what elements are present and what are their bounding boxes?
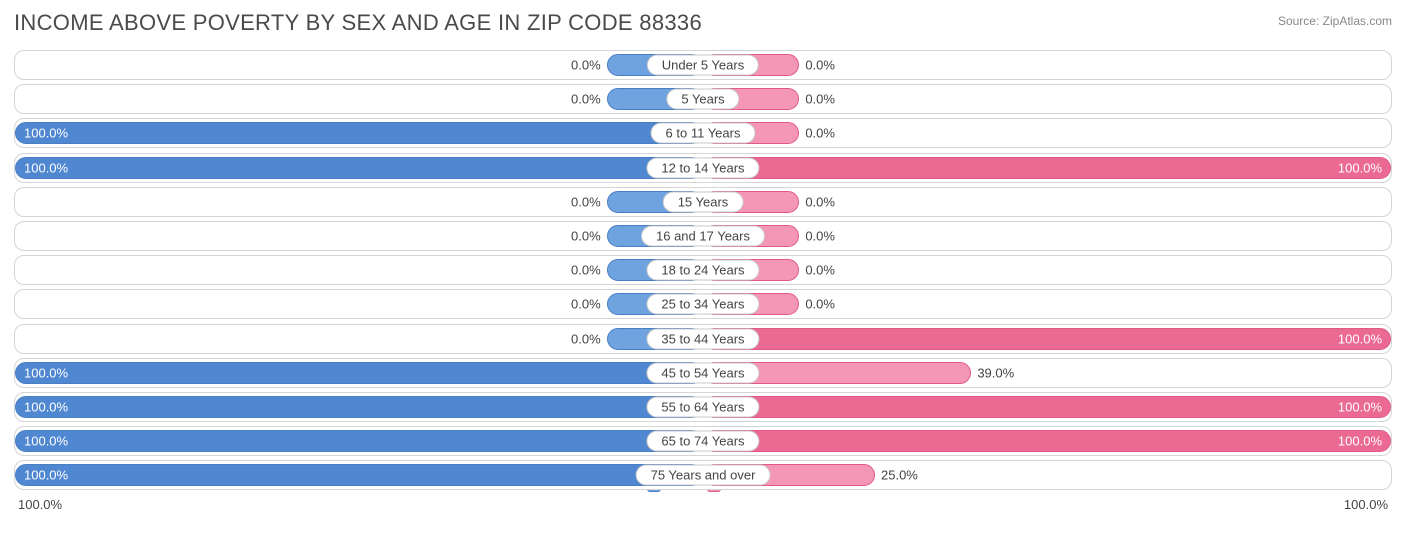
male-value: 100.0% bbox=[24, 365, 68, 380]
chart-title: INCOME ABOVE POVERTY BY SEX AND AGE IN Z… bbox=[14, 10, 702, 36]
male-value: 100.0% bbox=[24, 434, 68, 449]
female-value: 39.0% bbox=[977, 365, 1014, 380]
female-value: 0.0% bbox=[805, 126, 835, 141]
chart-row: 0.0% 0.0% 15 Years bbox=[14, 187, 1392, 217]
chart-row: 100.0% 39.0% 45 to 54 Years bbox=[14, 358, 1392, 388]
category-label: Under 5 Years bbox=[647, 55, 759, 76]
category-label: 55 to 64 Years bbox=[646, 396, 759, 417]
category-label: 5 Years bbox=[666, 89, 739, 110]
female-bar: 100.0% bbox=[703, 328, 1391, 350]
male-value: 0.0% bbox=[571, 194, 601, 209]
male-bar: 100.0% bbox=[15, 464, 703, 486]
chart-row: 0.0% 100.0% 35 to 44 Years bbox=[14, 324, 1392, 354]
female-value: 0.0% bbox=[805, 297, 835, 312]
female-bar: 100.0% bbox=[703, 430, 1391, 452]
female-value: 100.0% bbox=[1338, 399, 1382, 414]
chart-row: 0.0% 0.0% Under 5 Years bbox=[14, 50, 1392, 80]
male-value: 0.0% bbox=[571, 92, 601, 107]
male-value: 100.0% bbox=[24, 160, 68, 175]
chart-row: 0.0% 0.0% 5 Years bbox=[14, 84, 1392, 114]
male-value: 100.0% bbox=[24, 399, 68, 414]
female-bar: 100.0% bbox=[703, 157, 1391, 179]
female-value: 100.0% bbox=[1338, 160, 1382, 175]
male-value: 100.0% bbox=[24, 468, 68, 483]
female-value: 0.0% bbox=[805, 58, 835, 73]
female-value: 0.0% bbox=[805, 194, 835, 209]
chart-row: 100.0% 0.0% 6 to 11 Years bbox=[14, 118, 1392, 148]
male-value: 0.0% bbox=[571, 58, 601, 73]
male-value: 100.0% bbox=[24, 126, 68, 141]
axis-right-label: 100.0% bbox=[1344, 497, 1388, 512]
male-bar: 100.0% bbox=[15, 362, 703, 384]
female-value: 100.0% bbox=[1338, 331, 1382, 346]
category-label: 6 to 11 Years bbox=[651, 123, 756, 144]
female-value: 25.0% bbox=[881, 468, 918, 483]
x-axis: 100.0% 100.0% bbox=[14, 497, 1392, 512]
female-value: 100.0% bbox=[1338, 434, 1382, 449]
female-value: 0.0% bbox=[805, 263, 835, 278]
male-value: 0.0% bbox=[571, 263, 601, 278]
chart-row: 100.0% 25.0% 75 Years and over bbox=[14, 460, 1392, 490]
category-label: 75 Years and over bbox=[636, 465, 771, 486]
category-label: 65 to 74 Years bbox=[646, 431, 759, 452]
male-value: 0.0% bbox=[571, 297, 601, 312]
male-value: 0.0% bbox=[571, 228, 601, 243]
axis-left-label: 100.0% bbox=[18, 497, 62, 512]
chart-row: 0.0% 0.0% 16 and 17 Years bbox=[14, 221, 1392, 251]
category-label: 35 to 44 Years bbox=[646, 328, 759, 349]
chart-row: 100.0% 100.0% 55 to 64 Years bbox=[14, 392, 1392, 422]
male-value: 0.0% bbox=[571, 331, 601, 346]
chart-source: Source: ZipAtlas.com bbox=[1278, 10, 1392, 28]
male-bar: 100.0% bbox=[15, 157, 703, 179]
male-bar: 100.0% bbox=[15, 122, 703, 144]
chart-row: 100.0% 100.0% 65 to 74 Years bbox=[14, 426, 1392, 456]
male-bar: 100.0% bbox=[15, 430, 703, 452]
chart-row: 0.0% 0.0% 18 to 24 Years bbox=[14, 255, 1392, 285]
category-label: 45 to 54 Years bbox=[646, 362, 759, 383]
category-label: 18 to 24 Years bbox=[646, 260, 759, 281]
diverging-bar-chart: 0.0% 0.0% Under 5 Years 0.0% 0.0% 5 Years 100.… bbox=[14, 50, 1392, 490]
chart-row: 0.0% 0.0% 25 to 34 Years bbox=[14, 289, 1392, 319]
female-value: 0.0% bbox=[805, 92, 835, 107]
female-bar: 100.0% bbox=[703, 396, 1391, 418]
male-bar: 100.0% bbox=[15, 396, 703, 418]
category-label: 16 and 17 Years bbox=[641, 225, 765, 246]
category-label: 12 to 14 Years bbox=[646, 157, 759, 178]
female-value: 0.0% bbox=[805, 228, 835, 243]
chart-row: 100.0% 100.0% 12 to 14 Years bbox=[14, 153, 1392, 183]
category-label: 25 to 34 Years bbox=[646, 294, 759, 315]
category-label: 15 Years bbox=[663, 191, 744, 212]
